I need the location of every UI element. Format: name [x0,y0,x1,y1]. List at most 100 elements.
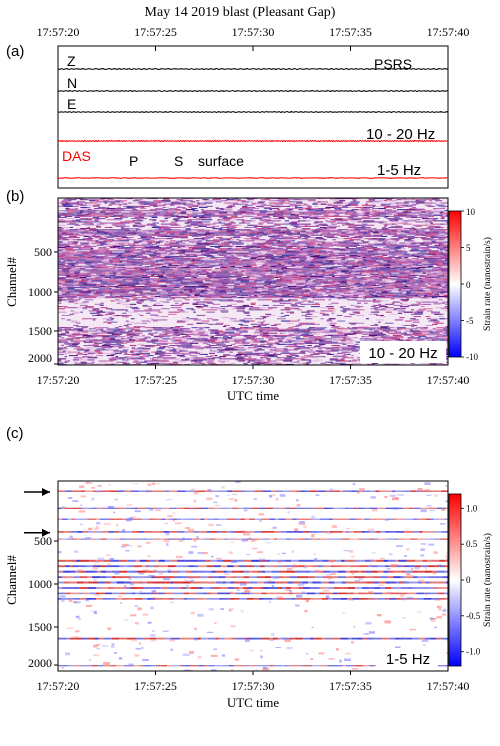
panel-b-cell [391,272,400,274]
panel-b-cell [429,200,432,202]
panel-b-cell [186,254,190,256]
panel-b-cell [65,272,69,274]
panel-b-cell [264,232,269,234]
panel-b-cell [345,249,351,251]
panel-b-cell [259,286,266,288]
panel-b-cell [417,290,426,292]
panel-b-cell [329,253,335,255]
panel-b-cell [133,242,139,244]
panel-b-cell [299,277,302,279]
panel-b-cell [316,271,325,273]
panel-b-cell [160,238,167,240]
panel-b-cell [101,259,104,261]
panel-b-cell [261,291,270,293]
panel-b-cell [193,221,202,223]
panel-b-cell [222,263,230,265]
panel-b-cell [78,284,84,286]
panel-b-cell [139,216,145,218]
panel-b-cell [272,269,278,271]
panel-b-cell [103,244,113,246]
panel-b-cell [394,228,401,230]
panel-b-cell [168,261,174,263]
panel-b-cell [246,233,250,235]
panel-b-cell [288,201,296,203]
panel-b-cell [217,280,224,282]
panel-b-cell [263,242,271,244]
panel-b-cell [245,215,254,217]
panel-b-cell [194,287,202,289]
panel-b-cell [65,206,70,208]
panel-b-cell [430,214,434,216]
panel-b-cell [133,264,140,266]
panel-b-cell [124,250,134,252]
panel-b-cell [273,290,282,292]
panel-b-cell [315,218,320,220]
panel-b-cell [134,267,142,269]
panel-b-cell [281,253,290,255]
panel-b-cell [328,214,334,216]
panel-b-cell [340,292,345,294]
panel-b-cell [148,289,156,291]
panel-b-cell [441,265,448,267]
panel-b-cell [152,284,161,286]
panel-b-cell [96,223,105,225]
panel-b-cell [154,202,161,204]
panel-b-cell [437,235,447,237]
panel-b-cell [230,289,235,291]
panel-b-cell [412,214,421,216]
panel-b-cell [295,201,303,203]
panel-b-cell [370,292,376,294]
panel-b-cell [98,275,107,277]
panel-b-cell [139,273,144,275]
panel-b-cell [430,222,433,224]
panel-b-cell [412,206,416,208]
panel-b-cell [378,263,386,265]
panel-b-cell [347,243,354,245]
panel-b-cell [173,287,180,289]
panel-b-cell [333,249,338,251]
panel-b-cell [58,294,64,296]
panel-b-cell [299,275,308,277]
panel-b-cell [240,279,247,281]
panel-b-cell [286,215,293,217]
panel-b-cell [297,225,304,227]
panel-b-cell [156,289,163,291]
panel-b-cell [237,210,242,212]
panel-b-cell [308,264,315,266]
panel-b-cell [227,248,232,250]
panel-b-cell [169,222,177,224]
panel-b-cell [308,284,317,286]
panel-b-cell [159,225,169,227]
panel-b-cell [256,218,263,220]
panel-b-cell [360,286,368,288]
panel-b-cell [272,250,277,252]
panel-b-cell [390,243,393,245]
panel-b-cell [434,231,439,233]
panel-b-cell [128,277,133,279]
panel-b-cell [315,274,321,276]
panel-b-cell [304,291,309,293]
panel-b-cell [226,199,234,201]
panel-b-cell [131,248,136,250]
panel-b-cell [279,284,288,286]
panel-b-cell [244,261,249,263]
panel-b-cell [80,232,87,234]
panel-b-cell [165,241,169,243]
panel-b-cell [258,252,262,254]
panel-b-cell [139,293,143,295]
panel-b-cell [274,203,280,205]
panel-b-cell [211,243,220,245]
panel-b-cell [73,279,78,281]
panel-b-cell [106,258,112,260]
panel-b-cell [104,252,111,254]
panel-b-cell [206,251,211,253]
panel-b-cell [168,230,173,232]
panel-b-cell [297,232,300,234]
panel-b-cell [182,208,187,210]
panel-b-cell [273,212,281,214]
panel-b-cell [111,223,119,225]
panel-b-cell [253,230,258,232]
panel-b-cell [213,241,220,243]
panel-b-cell [121,200,128,202]
panel-b-cell [226,225,236,227]
